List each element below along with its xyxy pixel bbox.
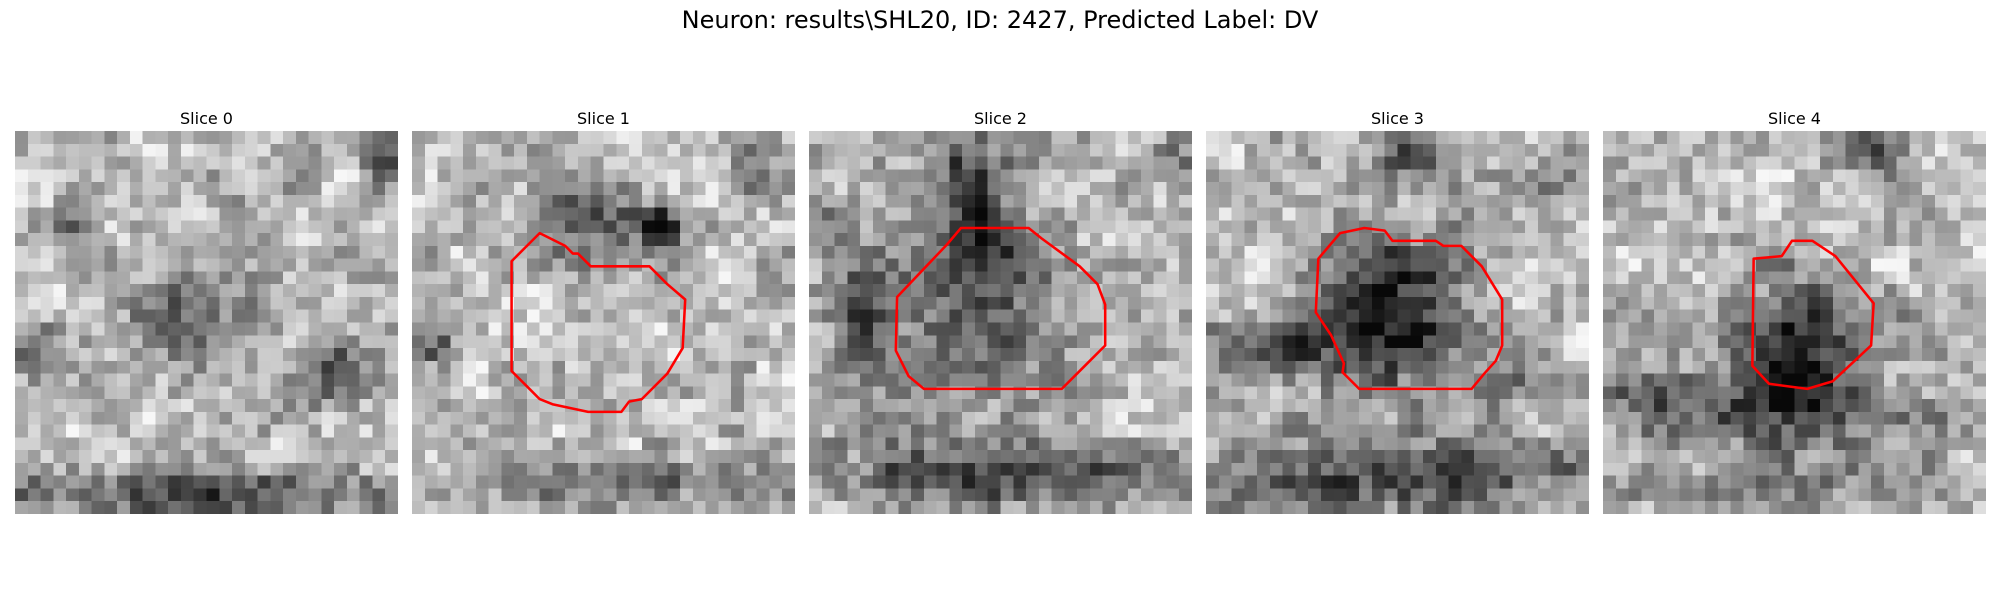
slice-image	[809, 131, 1192, 514]
slice-title: Slice 2	[974, 109, 1027, 128]
slice-panel-4: Slice 4	[1603, 108, 1986, 514]
slice-panel-0: Slice 0	[15, 108, 398, 514]
segmentation-outline	[1751, 239, 1875, 391]
segmentation-outline	[1314, 226, 1504, 391]
slice-image	[15, 131, 398, 514]
slice-panel-2: Slice 2	[809, 108, 1192, 514]
slice-title: Slice 4	[1768, 109, 1821, 128]
segmentation-outline	[510, 231, 687, 414]
segmentation-outline	[894, 226, 1107, 391]
slice-image	[1603, 131, 1986, 514]
figure-title: Neuron: results\SHL20, ID: 2427, Predict…	[681, 6, 1319, 34]
slice-image	[412, 131, 795, 514]
slice-title: Slice 0	[180, 109, 233, 128]
slice-panel-1: Slice 1	[412, 108, 795, 514]
slice-title: Slice 1	[577, 109, 630, 128]
slice-panel-3: Slice 3	[1206, 108, 1589, 514]
slice-title: Slice 3	[1371, 109, 1424, 128]
slice-image	[1206, 131, 1589, 514]
